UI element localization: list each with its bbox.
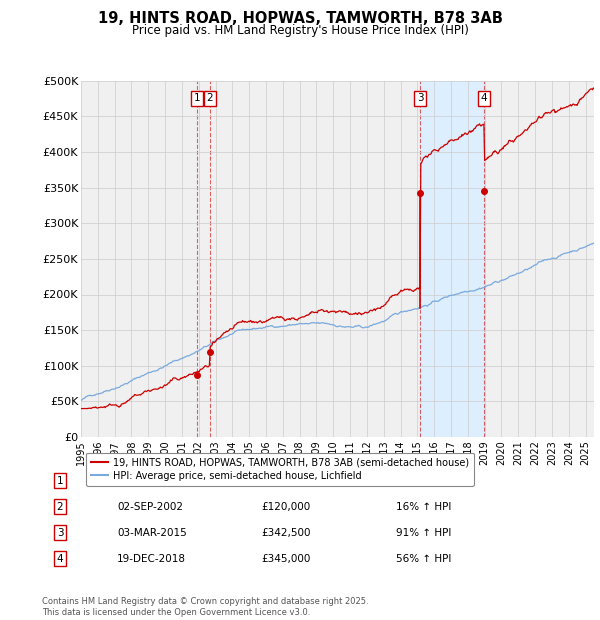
- Text: £345,000: £345,000: [261, 554, 310, 564]
- Text: £120,000: £120,000: [261, 502, 310, 512]
- Text: 19, HINTS ROAD, HOPWAS, TAMWORTH, B78 3AB: 19, HINTS ROAD, HOPWAS, TAMWORTH, B78 3A…: [98, 11, 502, 25]
- Text: 1: 1: [56, 476, 64, 485]
- Text: 16% ↑ HPI: 16% ↑ HPI: [396, 502, 451, 512]
- Text: 19-DEC-2018: 19-DEC-2018: [117, 554, 186, 564]
- Text: 2: 2: [206, 94, 214, 104]
- Text: Contains HM Land Registry data © Crown copyright and database right 2025.
This d: Contains HM Land Registry data © Crown c…: [42, 598, 368, 617]
- Text: 02-SEP-2002: 02-SEP-2002: [117, 502, 183, 512]
- Text: Price paid vs. HM Land Registry's House Price Index (HPI): Price paid vs. HM Land Registry's House …: [131, 24, 469, 37]
- Text: £87,500: £87,500: [261, 476, 304, 485]
- Text: 3: 3: [56, 528, 64, 538]
- Text: 1: 1: [194, 94, 201, 104]
- Text: 91% ↑ HPI: 91% ↑ HPI: [396, 528, 451, 538]
- Text: 56% ↑ HPI: 56% ↑ HPI: [396, 554, 451, 564]
- Text: 30-NOV-2001: 30-NOV-2001: [117, 476, 186, 485]
- Text: ≈ HPI: ≈ HPI: [396, 476, 425, 485]
- Text: 2: 2: [56, 502, 64, 512]
- Text: £342,500: £342,500: [261, 528, 311, 538]
- Text: 3: 3: [417, 94, 424, 104]
- Bar: [420, 81, 484, 437]
- Legend: 19, HINTS ROAD, HOPWAS, TAMWORTH, B78 3AB (semi-detached house), HPI: Average pr: 19, HINTS ROAD, HOPWAS, TAMWORTH, B78 3A…: [86, 453, 474, 485]
- Text: 4: 4: [481, 94, 487, 104]
- Text: 4: 4: [56, 554, 64, 564]
- Text: 03-MAR-2015: 03-MAR-2015: [117, 528, 187, 538]
